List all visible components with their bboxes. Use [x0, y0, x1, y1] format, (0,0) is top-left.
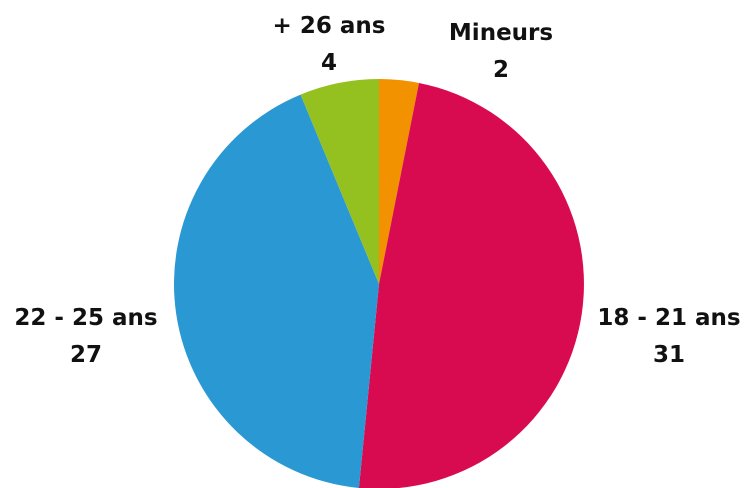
slice-label-26-plus-value: 4 [321, 50, 337, 76]
slice-label-22-25: 22 - 25 ans 27 [14, 305, 157, 368]
slice-label-18-21-name: 18 - 21 ans [597, 305, 740, 331]
slice-label-mineurs-value: 2 [493, 57, 509, 83]
slice-label-18-21: 18 - 21 ans 31 [597, 305, 740, 368]
pie-slice-22-25-ans [174, 94, 379, 488]
pie-slices [174, 79, 584, 488]
slice-label-18-21-value: 31 [653, 342, 685, 368]
slice-label-22-25-name: 22 - 25 ans [14, 305, 157, 331]
slice-label-26-plus: + 26 ans 4 [273, 13, 386, 76]
slice-label-mineurs: Mineurs 2 [449, 20, 553, 83]
slice-label-22-25-value: 27 [70, 342, 102, 368]
pie-slice-mineurs [379, 79, 419, 284]
pie-slice-18-21-ans [358, 82, 584, 488]
slice-label-mineurs-name: Mineurs [449, 20, 553, 46]
slice-label-26-plus-name: + 26 ans [273, 13, 386, 39]
pie-slice-26-ans [300, 79, 379, 284]
